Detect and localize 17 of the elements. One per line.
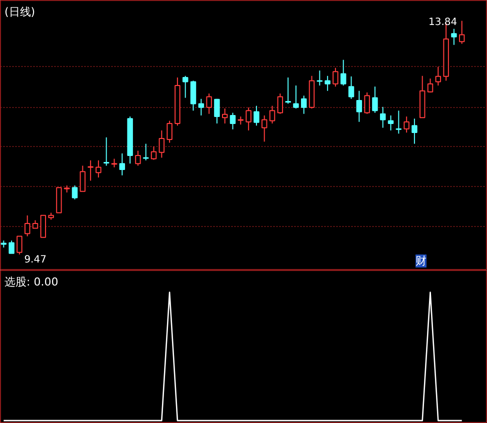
annotation: 9.47 [24,254,46,266]
candlestick [190,80,196,112]
candlestick [316,70,323,86]
candlestick [88,160,94,182]
annotation: 财 [416,254,426,268]
candlestick [412,118,418,144]
candlestick [356,90,362,122]
candlestick [119,152,126,176]
candlestick [222,108,228,124]
chart-title: 选股: 0.00 [4,276,58,288]
candlestick [388,114,394,131]
candlestick [300,95,307,114]
candlestick [380,106,386,128]
candlestick [96,160,102,178]
candlestick [24,214,30,237]
text: (日线) [4,6,36,18]
annotation: 13.84 [428,16,458,28]
